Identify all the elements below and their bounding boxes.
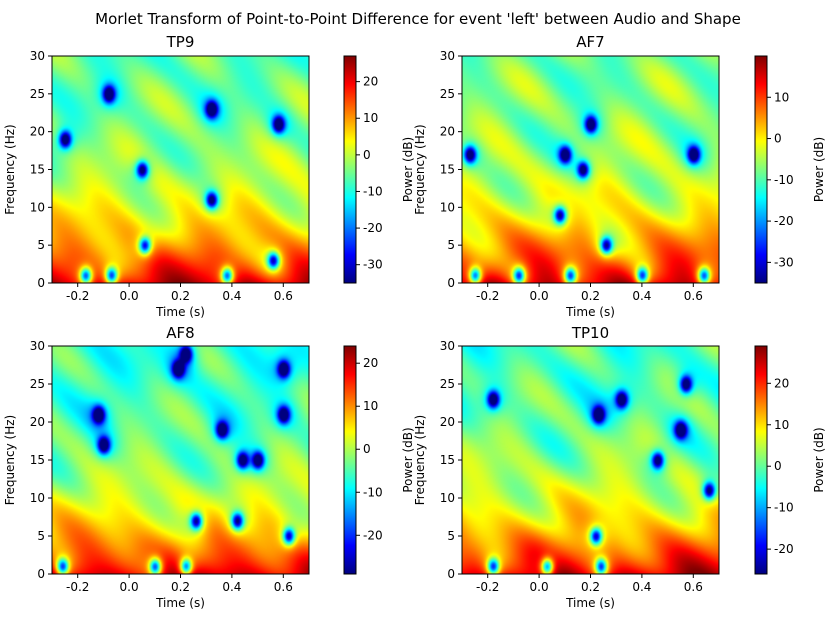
y-tick-label: 10 [440,491,455,505]
panel-title: TP10 [571,324,609,342]
heatmap-TP9 [52,56,309,283]
colorbar-tick-label: 20 [363,75,378,89]
panel-title: AF8 [166,324,194,342]
colorbar-tick-label: -20 [774,214,794,228]
panel-title: AF7 [576,33,604,51]
y-tick-label: 0 [37,567,45,581]
colorbar-tick-label: 20 [363,356,378,370]
y-tick-label: 20 [440,415,455,429]
y-tick-label: 30 [30,339,45,353]
colorbar-label: Power (dB) [401,137,415,202]
colorbar-tick-label: 0 [774,459,782,473]
figure-title: Morlet Transform of Point-to-Point Diffe… [95,10,741,28]
colorbar-tick-label: 10 [774,418,789,432]
y-tick-label: 15 [30,163,45,177]
x-tick-label: 0.0 [120,289,139,303]
x-tick-label: 0.2 [171,289,190,303]
x-tick-label: 0.2 [581,289,600,303]
x-tick-label: -0.2 [476,580,499,594]
y-tick-label: 0 [447,567,455,581]
y-tick-label: 0 [37,276,45,290]
y-tick-label: 30 [30,49,45,63]
x-tick-label: 0.4 [222,289,241,303]
colorbar-tick-label: 10 [363,111,378,125]
y-tick-label: 15 [440,163,455,177]
heatmap-TP10 [462,346,719,574]
colorbar-tick-label: -20 [774,542,794,556]
x-tick-label: -0.2 [476,289,499,303]
colorbar [343,345,357,575]
x-tick-label: 0.0 [120,580,139,594]
y-axis-label: Frequency (Hz) [413,124,427,215]
x-tick-label: 0.6 [274,580,293,594]
y-axis-label: Frequency (Hz) [413,415,427,506]
colorbar-tick-label: 0 [774,132,782,146]
colorbar [754,55,768,284]
x-axis-label: Time (s) [565,596,615,610]
y-tick-label: 10 [440,200,455,214]
y-tick-label: 10 [30,200,45,214]
colorbar-tick-label: -10 [363,485,383,499]
y-axis-label: Frequency (Hz) [3,415,17,506]
y-tick-label: 10 [30,491,45,505]
colorbar-tick-label: -10 [363,184,383,198]
x-tick-label: 0.6 [684,289,703,303]
y-tick-label: 20 [440,125,455,139]
y-tick-label: 25 [440,87,455,101]
y-tick-label: 30 [440,339,455,353]
x-tick-label: 0.6 [684,580,703,594]
colorbar-label: Power (dB) [401,427,415,492]
x-tick-label: 0.4 [632,580,651,594]
y-tick-label: 5 [37,529,45,543]
y-tick-label: 0 [447,276,455,290]
x-axis-label: Time (s) [565,305,615,319]
colorbar-tick-label: -30 [363,258,383,272]
colorbar-tick-label: -10 [774,173,794,187]
x-tick-label: 0.2 [581,580,600,594]
y-tick-label: 25 [30,377,45,391]
colorbar-tick-label: -30 [774,255,794,269]
x-axis-label: Time (s) [155,596,205,610]
y-tick-label: 25 [30,87,45,101]
x-tick-label: 0.4 [222,580,241,594]
colorbar-tick-label: 20 [774,376,789,390]
y-tick-label: 15 [440,453,455,467]
x-tick-label: 0.2 [171,580,190,594]
x-tick-label: 0.4 [632,289,651,303]
heatmap-AF8 [52,346,309,574]
colorbar-tick-label: 0 [363,148,371,162]
y-tick-label: 30 [440,49,455,63]
y-tick-label: 5 [37,238,45,252]
x-tick-label: 0.0 [530,580,549,594]
colorbar-tick-label: 0 [363,442,371,456]
x-axis-label: Time (s) [155,305,205,319]
y-tick-label: 20 [30,125,45,139]
colorbar [343,55,357,284]
x-tick-label: 0.0 [530,289,549,303]
colorbar-tick-label: 10 [363,399,378,413]
colorbar-label: Power (dB) [812,427,826,492]
y-tick-label: 20 [30,415,45,429]
colorbar-tick-label: -20 [363,221,383,235]
x-tick-label: -0.2 [66,580,89,594]
x-tick-label: 0.6 [274,289,293,303]
panel-title: TP9 [166,33,195,51]
y-tick-label: 25 [440,377,455,391]
y-axis-label: Frequency (Hz) [3,124,17,215]
y-tick-label: 5 [447,529,455,543]
heatmap-AF7 [462,56,719,283]
colorbar-tick-label: -10 [774,501,794,515]
x-tick-label: -0.2 [66,289,89,303]
colorbar-tick-label: -20 [363,528,383,542]
colorbar-tick-label: 10 [774,90,789,104]
colorbar [754,345,768,575]
y-tick-label: 5 [447,238,455,252]
y-tick-label: 15 [30,453,45,467]
colorbar-label: Power (dB) [812,137,826,202]
